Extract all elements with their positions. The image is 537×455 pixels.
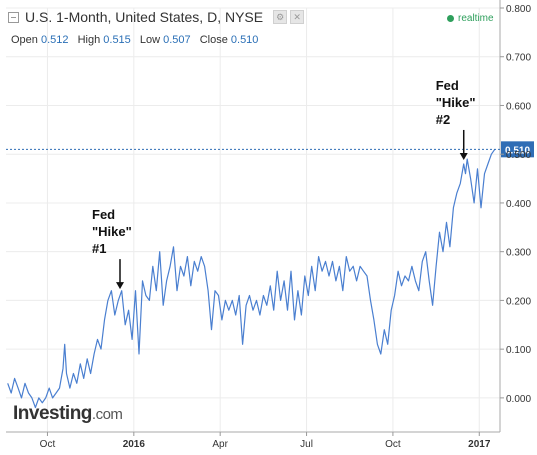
annotation-text: #1 <box>92 241 106 256</box>
y-tick-label: 0.700 <box>506 53 531 64</box>
x-tick-label: Oct <box>385 439 401 450</box>
x-tick-label: 2016 <box>123 439 146 450</box>
investing-logo: Investing.com <box>13 403 123 425</box>
realtime-label: realtime <box>458 13 494 24</box>
logo-domain: .com <box>91 406 123 423</box>
annotation-text: "Hike" <box>92 224 132 239</box>
settings-icon[interactable]: ⚙ <box>273 10 288 24</box>
y-tick-label: 0.400 <box>506 199 531 210</box>
x-tick-label: Apr <box>212 439 228 450</box>
current-price-tag <box>501 141 534 158</box>
y-tick-label: 0.100 <box>506 345 531 356</box>
x-tick-label: Jul <box>300 439 313 450</box>
open-label: Open <box>11 34 38 46</box>
high-label: High <box>77 34 101 46</box>
axes <box>6 0 501 433</box>
chart-title: U.S. 1-Month, United States, D, NYSE <box>25 9 264 25</box>
y-tick-label: 0.600 <box>506 101 531 112</box>
ohlc-readout: Open 0.512 High 0.515 Low 0.507 Close 0.… <box>11 34 264 46</box>
y-tick-label: 0.300 <box>506 248 531 259</box>
high-value: 0.515 <box>103 34 131 46</box>
series-line <box>7 148 496 409</box>
annotation-arrowhead <box>116 282 124 290</box>
y-tick-label: 0.500 <box>506 150 531 161</box>
y-tick-label: 0.000 <box>506 394 531 405</box>
annotation-text: #2 <box>436 112 450 127</box>
open-value: 0.512 <box>40 34 69 46</box>
series-layer <box>7 148 496 409</box>
y-axis-ticks: 0.000 0.100 0.200 0.300 0.400 0.500 0.600 0.700… <box>500 4 531 405</box>
x-tick-label: Oct <box>40 439 56 450</box>
low-value: 0.507 <box>163 34 191 46</box>
x-axis-ticks: Oct 2016 Apr Jul Oct 2017 <box>40 432 491 450</box>
chart-header: U.S. 1-Month, United States, D, NYSE ⚙ ✕ <box>8 9 305 25</box>
y-tick-label: 0.800 <box>506 4 531 15</box>
annotation-text: "Hike" <box>436 95 476 110</box>
y-tick-label: 0.200 <box>506 296 531 307</box>
annotation-arrowhead <box>459 152 468 160</box>
annotations-layer: 0.510 Fed "Hike" #1 Fed "Hike" #2 <box>6 78 534 290</box>
collapse-icon[interactable] <box>8 11 19 23</box>
low-label: Low <box>139 34 161 46</box>
close-label: Close <box>199 34 228 46</box>
realtime-dot-icon <box>447 15 454 22</box>
logo-brand: Investing <box>13 403 92 424</box>
close-value: 0.510 <box>230 34 259 46</box>
annotation-text: Fed <box>436 78 459 93</box>
x-tick-label: 2017 <box>468 439 491 450</box>
current-price-label: 0.510 <box>505 145 530 156</box>
annotation-text: Fed <box>92 207 115 222</box>
close-icon[interactable]: ✕ <box>290 10 305 24</box>
grid <box>6 7 500 432</box>
realtime-indicator: realtime <box>447 13 494 24</box>
